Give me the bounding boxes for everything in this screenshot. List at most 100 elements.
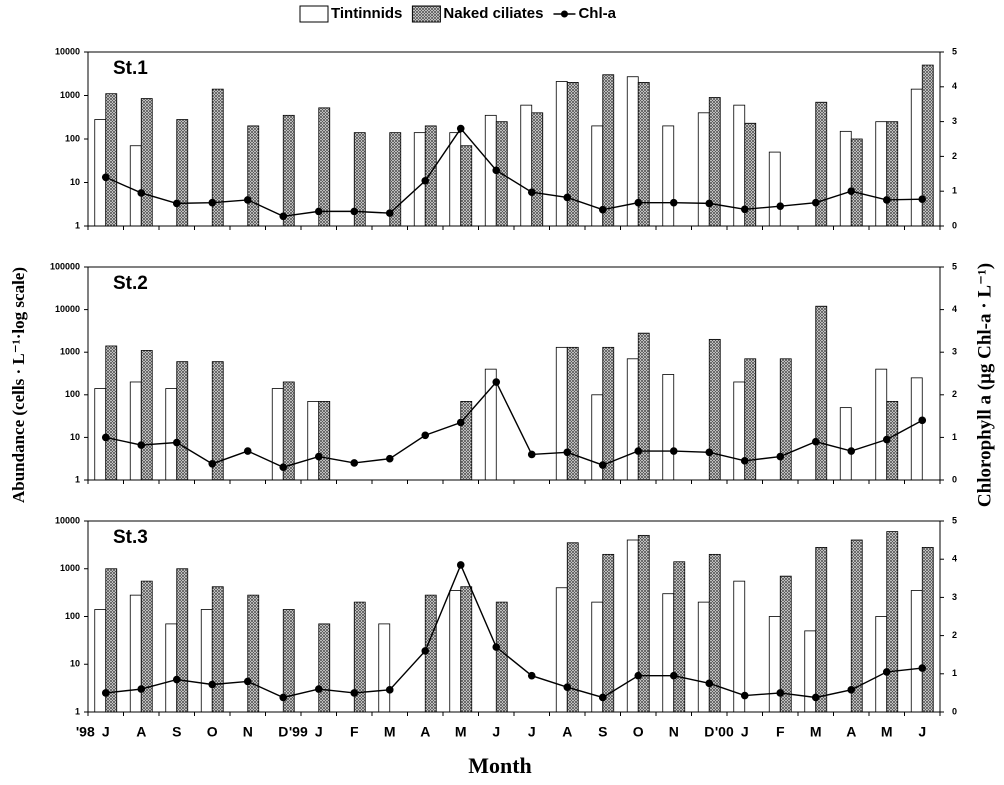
chl-marker bbox=[847, 447, 856, 455]
chl-marker bbox=[598, 693, 607, 702]
bar bbox=[815, 546, 828, 713]
y-tick-label: 10000 bbox=[55, 46, 80, 56]
y-tick-label: 1000 bbox=[60, 347, 80, 357]
bar bbox=[768, 151, 781, 227]
bar bbox=[176, 361, 189, 481]
bar bbox=[105, 345, 118, 481]
bar bbox=[140, 98, 153, 227]
x-tick-label: A bbox=[136, 724, 146, 740]
x-tick-label: F bbox=[350, 724, 359, 740]
bar bbox=[165, 388, 178, 481]
y-tick-label: 10 bbox=[70, 177, 80, 187]
plot-frame bbox=[87, 266, 941, 481]
chl-marker bbox=[350, 459, 359, 467]
y2-tick-label: 4 bbox=[952, 304, 957, 314]
legend-label: Naked ciliates bbox=[443, 5, 543, 22]
bar bbox=[129, 145, 142, 227]
chl-marker bbox=[208, 198, 217, 207]
bar bbox=[637, 332, 650, 481]
bar bbox=[850, 539, 863, 713]
x-tick-label: N bbox=[243, 724, 253, 740]
bar bbox=[637, 534, 650, 713]
y-tick-label: 10 bbox=[70, 659, 80, 669]
chl-marker bbox=[456, 124, 465, 133]
bar bbox=[602, 74, 615, 227]
x-tick-label: S bbox=[598, 724, 607, 740]
y2-tick-label: 0 bbox=[952, 474, 957, 484]
chl-marker bbox=[314, 207, 323, 216]
x-tick-label: D bbox=[704, 724, 714, 740]
legend-swatch bbox=[299, 5, 329, 23]
chl-marker bbox=[882, 435, 891, 444]
chl-marker bbox=[385, 454, 394, 463]
bar bbox=[129, 381, 142, 481]
chl-marker bbox=[137, 189, 146, 197]
chl-marker bbox=[882, 196, 891, 204]
bar bbox=[211, 586, 224, 713]
chl-marker bbox=[492, 166, 501, 175]
x-tick-label: M bbox=[455, 724, 467, 740]
bar bbox=[176, 119, 189, 227]
bar bbox=[555, 346, 568, 481]
chl-marker bbox=[634, 671, 643, 680]
bar bbox=[94, 119, 107, 227]
chl-marker bbox=[669, 671, 678, 680]
bar bbox=[662, 125, 675, 227]
x-tick-label: A bbox=[562, 724, 572, 740]
x-tick-label: J bbox=[102, 724, 110, 740]
bar bbox=[140, 350, 153, 481]
y-tick-label: 10000 bbox=[55, 515, 80, 525]
chl-marker bbox=[243, 677, 252, 686]
y2-tick-label: 0 bbox=[952, 706, 957, 716]
chl-marker bbox=[918, 664, 927, 672]
bar bbox=[531, 112, 544, 227]
bar bbox=[520, 104, 533, 227]
bar bbox=[779, 358, 792, 481]
y2-tick-label: 2 bbox=[952, 389, 957, 399]
chl-marker bbox=[101, 433, 110, 442]
chl-marker bbox=[421, 431, 430, 440]
chl-marker bbox=[527, 671, 536, 680]
bar bbox=[733, 381, 746, 481]
bar bbox=[697, 601, 710, 713]
bar bbox=[200, 609, 213, 713]
chl-marker bbox=[669, 198, 678, 207]
chl-marker bbox=[208, 460, 217, 468]
y2-tick-label: 3 bbox=[952, 116, 957, 126]
y-tick-label: 100 bbox=[65, 611, 80, 621]
chl-marker bbox=[137, 685, 146, 693]
chl-marker bbox=[705, 199, 714, 208]
chl-marker bbox=[811, 198, 820, 207]
bar bbox=[94, 609, 107, 713]
x-tick-label: J bbox=[492, 724, 500, 740]
chl-marker bbox=[172, 438, 181, 447]
chl-marker bbox=[918, 416, 927, 425]
bar bbox=[626, 539, 639, 713]
panel-title: St.2 bbox=[113, 273, 148, 294]
chl-marker bbox=[243, 196, 252, 204]
bar bbox=[460, 586, 473, 713]
bar bbox=[449, 590, 462, 713]
bar bbox=[129, 594, 142, 713]
x-tick-label: D bbox=[278, 724, 288, 740]
x-tick-label: M bbox=[384, 724, 396, 740]
chl-marker bbox=[279, 212, 288, 221]
bar bbox=[850, 138, 863, 227]
bar bbox=[768, 616, 781, 713]
bar bbox=[460, 400, 473, 481]
chl-marker bbox=[421, 647, 430, 655]
y-axis-title: Abundance (cells · L⁻¹·log scale) bbox=[9, 267, 28, 503]
year-label: '98 bbox=[76, 724, 95, 740]
y2-tick-label: 5 bbox=[952, 515, 957, 525]
chl-marker bbox=[563, 448, 572, 457]
chl-marker bbox=[243, 447, 252, 455]
bar bbox=[566, 82, 579, 227]
y-tick-label: 1 bbox=[75, 706, 80, 716]
bar bbox=[602, 346, 615, 481]
chl-marker bbox=[314, 685, 323, 693]
y2-tick-label: 3 bbox=[952, 347, 957, 357]
legend-marker bbox=[560, 10, 568, 18]
x-tick-label: O bbox=[207, 724, 218, 740]
y2-tick-label: 4 bbox=[952, 81, 957, 91]
